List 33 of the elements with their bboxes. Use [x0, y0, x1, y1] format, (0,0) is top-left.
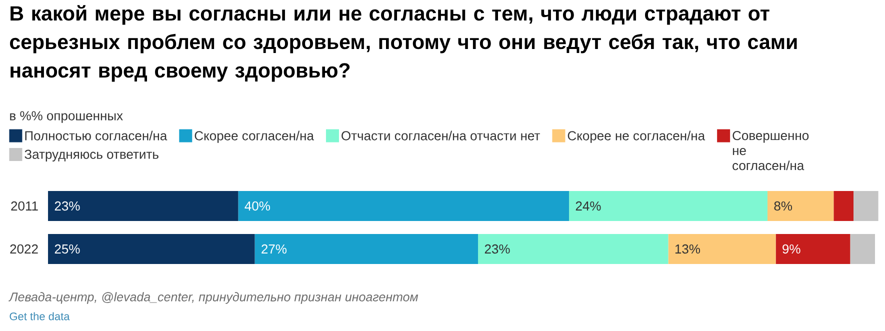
bar	[853, 190, 878, 221]
legend-label: Скорее согласен/на	[194, 130, 314, 143]
bar	[238, 190, 570, 221]
data-label: 24%	[576, 201, 601, 211]
bar	[478, 234, 668, 264]
data-label: 23%	[484, 244, 510, 254]
data-label: 27%	[262, 244, 287, 254]
data-label: 8%	[774, 201, 792, 211]
data-label: 13%	[675, 244, 700, 254]
data-label: 40%	[244, 201, 270, 211]
bar	[834, 190, 854, 221]
text: Левада-центр, @levada_center, принудительно признан иноагентом	[8, 292, 418, 304]
bar	[776, 234, 850, 264]
legend-label: Совершенно не согласен/на	[732, 130, 809, 170]
y-tick-label: 2011	[11, 201, 38, 211]
legend-label: Затрудняюсь ответить	[24, 150, 158, 162]
bar	[48, 234, 255, 264]
bar	[48, 190, 238, 221]
bar	[850, 234, 875, 264]
y-tick-label: 2022	[10, 244, 38, 254]
data-label: 25%	[54, 244, 80, 254]
legend-label: Полностью согласен/на	[25, 130, 168, 140]
bar	[668, 234, 776, 264]
legend-label: Отчасти согласен/на отчасти нет	[342, 130, 540, 140]
bar	[767, 190, 834, 221]
data-label: 9%	[782, 244, 800, 254]
legend-label: Скорее не согласен/на	[568, 130, 706, 143]
chart-title: В какой мере вы согласны или не согласны с тем, что люди страдают от серьезных проблем со здоровьем, потому что они ведут себя так, что сами наносят вред своему здоровью?	[10, 5, 797, 82]
chart-subtitle: в %% опрошенных	[10, 111, 123, 123]
text: Get the data	[10, 312, 70, 320]
bar	[254, 234, 478, 264]
data-label: 23%	[54, 201, 80, 211]
bar	[569, 190, 768, 221]
